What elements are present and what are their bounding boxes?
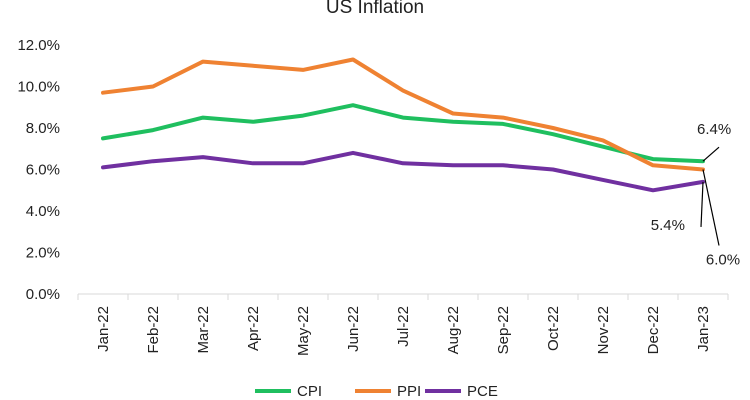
y-axis-ticks: 0.0% 2.0% 4.0% 6.0% 8.0% 10.0% 12.0% [17, 37, 60, 303]
y-tick-label: 0.0% [26, 286, 60, 303]
x-tick-label: Apr-22 [245, 306, 262, 351]
annotation-leader-line [700, 181, 704, 227]
x-tick-label: Feb-22 [145, 306, 162, 354]
series-lines [101, 57, 705, 193]
x-tick-label: Jul-22 [395, 306, 412, 347]
x-tick-label: Mar-22 [195, 306, 212, 354]
x-axis-ticks: Jan-22 Feb-22 Mar-22 Apr-22 May-22 Jun-22 Jul-… [77, 294, 729, 356]
legend-label-cpi: CPI [297, 383, 322, 400]
x-tick-label: Nov-22 [595, 306, 612, 354]
legend-label-ppi: PPI [397, 383, 421, 400]
x-tick-label: Jan-22 [95, 306, 112, 352]
annotations: 6.4% 5.4% 6.0% [651, 121, 740, 268]
annotation-leader-line [702, 146, 720, 162]
annotation-label-pce: 5.4% [651, 217, 685, 234]
y-tick-label: 6.0% [26, 162, 60, 179]
series-line-ppi [101, 57, 705, 172]
x-tick-label: May-22 [295, 306, 312, 356]
y-tick-label: 12.0% [17, 37, 60, 54]
legend-label-pce: PCE [467, 383, 498, 400]
x-tick-label: Aug-22 [445, 306, 462, 354]
x-tick-label: Dec-22 [645, 306, 662, 354]
chart-title: US Inflation [326, 0, 424, 18]
series-line-pce [101, 150, 705, 193]
y-tick-label: 2.0% [26, 245, 60, 262]
x-tick-label: Jan-23 [695, 306, 712, 352]
series-line-cpi [101, 103, 705, 164]
x-tick-label: Oct-22 [545, 306, 562, 351]
annotation-leader-line [702, 169, 720, 246]
y-tick-label: 10.0% [17, 79, 60, 96]
y-tick-label: 8.0% [26, 120, 60, 137]
x-tick-label: Jun-22 [345, 306, 362, 352]
legend: CPI PPI PCE [255, 383, 498, 400]
annotation-label-cpi: 6.4% [697, 121, 731, 138]
y-tick-label: 4.0% [26, 203, 60, 220]
x-tick-label: Sep-22 [495, 306, 512, 354]
annotation-label-ppi: 6.0% [706, 252, 740, 269]
